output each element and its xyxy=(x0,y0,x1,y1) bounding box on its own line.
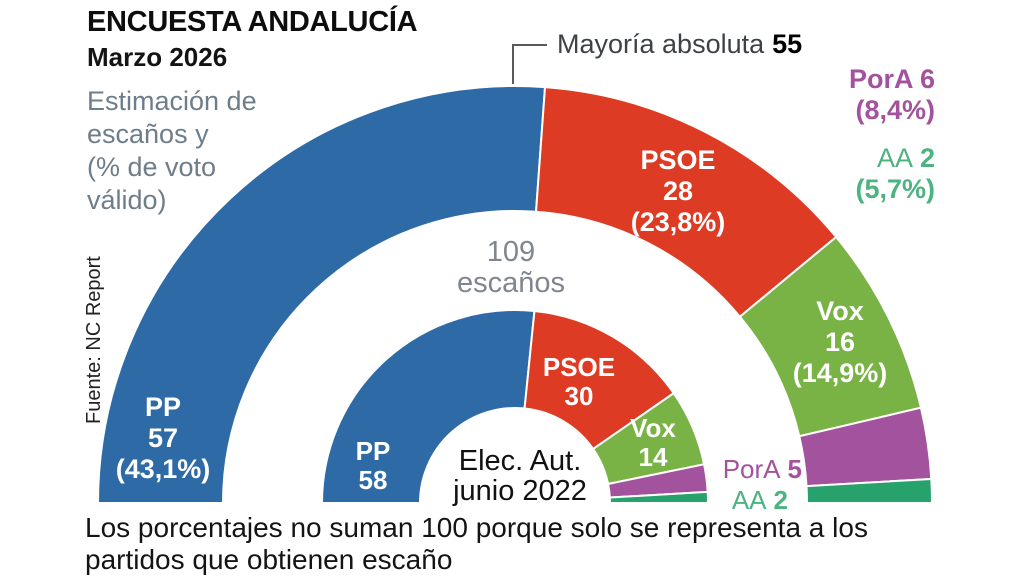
inner-ring-caption: Elec. Aut. junio 2022 xyxy=(453,445,587,507)
segment-inner-AA xyxy=(608,490,710,504)
majority-leader-line xyxy=(512,44,547,84)
label-outer-aa: AA 2 (5,7%) xyxy=(810,143,935,205)
label-outer-aa-seats: AA 2 xyxy=(876,143,935,173)
source-credit: Fuente: NC Report xyxy=(83,256,105,424)
label-outer-psoe: PSOE 28 (23,8%) xyxy=(630,145,726,237)
chart-description: Estimación de escaños y (% de voto válid… xyxy=(87,86,257,215)
label-inner-vox: Vox 14 xyxy=(630,413,676,472)
label-inner-pp: PP 58 xyxy=(355,436,391,495)
label-outer-aa-pct: (5,7%) xyxy=(855,174,935,204)
label-outer-pp: PP 57 (43,1%) xyxy=(115,392,211,484)
ring-inner xyxy=(320,309,710,504)
majority-label: Mayoría absoluta xyxy=(557,29,765,59)
label-outer-vox: Vox 16 (14,9%) xyxy=(792,296,888,388)
majority-annotation: Mayoría absoluta 55 xyxy=(557,29,802,60)
footnote: Los porcentajes no suman 100 porque solo… xyxy=(85,512,868,575)
ring-outer xyxy=(96,85,934,504)
total-seats-note: 109 escaños xyxy=(456,236,566,299)
page-title: ENCUESTA ANDALUCÍA xyxy=(87,6,418,38)
subtitle-date: Marzo 2026 xyxy=(87,42,228,72)
label-inner-psoe: PSOE 30 xyxy=(542,352,616,411)
label-outer-pora: PorA 6 (8,4%) xyxy=(848,64,935,125)
segment-outer-PP xyxy=(96,85,547,504)
label-inner-aa: AA 2 xyxy=(731,485,788,515)
segment-outer-AA xyxy=(805,477,934,504)
majority-value: 55 xyxy=(772,29,803,59)
label-inner-pora: PorA 5 xyxy=(722,454,802,484)
segment-inner-PP xyxy=(320,309,536,504)
